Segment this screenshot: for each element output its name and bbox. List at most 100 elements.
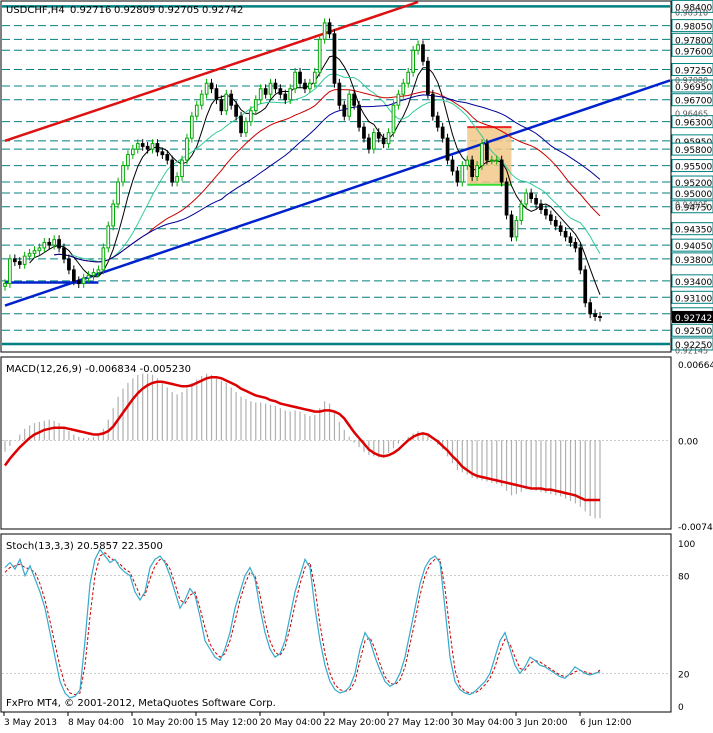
candle-body (435, 115, 440, 128)
candle-body (199, 93, 204, 106)
candle-body (588, 302, 593, 315)
candle-body (249, 110, 253, 123)
candle-body (283, 93, 288, 101)
price-tag-box (671, 93, 713, 107)
candle-body (81, 277, 86, 285)
candle-body (312, 71, 317, 84)
stoch-tick-label: 100 (678, 540, 695, 550)
candle-body (71, 269, 76, 282)
price-label: 0.98050 (675, 23, 712, 33)
price-label: 0.97600 (675, 47, 712, 57)
candle-body (430, 93, 435, 117)
macd-title: MACD(12,26,9) -0.006834 -0.005230 (6, 364, 191, 375)
price-label: 0.94350 (675, 226, 712, 236)
candle-body (455, 170, 460, 183)
price-label: 0.95000 (675, 190, 712, 200)
stoch-panel-frame (0, 533, 672, 713)
candle-body (263, 88, 268, 95)
candle-body (160, 151, 165, 156)
candle-body (445, 137, 450, 161)
minor-price-label: 0.97080 (675, 76, 708, 85)
candle-body (406, 71, 411, 84)
candle-body (253, 99, 258, 112)
candle-body (298, 71, 302, 84)
candle-body (204, 82, 209, 95)
ma-long-line (54, 94, 601, 263)
candle-body (175, 176, 179, 183)
stoch-title: Stoch(13,3,3) 20.5857 22.3500 (6, 541, 163, 552)
price-label: 0.92250 (675, 341, 712, 351)
candle-body (450, 159, 455, 172)
copyright-credit: FxPro MT4, © 2001-2012, MetaQuotes Softw… (6, 698, 276, 709)
candle-body (583, 269, 588, 304)
candle-body (111, 203, 116, 227)
price-tag-box (671, 63, 713, 77)
minor-price-label: 0.92145 (675, 347, 708, 356)
candle-body (598, 316, 602, 319)
price-label: 0.93800 (675, 256, 712, 266)
x-axis-label: 20 May 04:00 (260, 718, 322, 728)
candle-body (194, 104, 199, 117)
price-label: 0.95500 (675, 163, 712, 173)
candle-body (258, 88, 263, 101)
price-label: 0.94750 (675, 204, 712, 214)
candle-body (52, 239, 57, 246)
candle-body (342, 104, 347, 117)
candle-body (126, 154, 130, 167)
price-tag-box (671, 142, 713, 156)
candle-body (396, 93, 401, 106)
candle-body (12, 258, 17, 263)
candle-body (376, 132, 381, 139)
candle-body (106, 225, 111, 249)
candle-body (480, 143, 484, 167)
price-label: 0.93100 (675, 294, 712, 304)
candle-body (170, 159, 175, 183)
stoch-tick-label: 0 (678, 703, 684, 713)
candle-body (37, 247, 42, 252)
candle-body (140, 143, 145, 147)
candle-body (352, 93, 356, 106)
ohlc-low: 0.92705 (158, 5, 199, 16)
candle-body (573, 241, 578, 249)
price-tag-box (671, 19, 713, 33)
candle-body (22, 255, 27, 265)
candle-body (214, 88, 219, 101)
price-label: 0.96950 (675, 83, 712, 93)
macd-tick-label: 0.00 (678, 437, 698, 447)
candle-body (519, 203, 524, 221)
candle-body (593, 313, 597, 318)
candle-body (514, 219, 519, 238)
candle-body (62, 247, 66, 260)
price-label: 0.97800 (675, 36, 712, 46)
stoch-signal-line (4, 552, 601, 696)
x-axis-label: 6 Jun 12:00 (580, 718, 632, 728)
candle-body (273, 82, 278, 90)
candle-body (327, 22, 332, 35)
candle-body (3, 283, 7, 287)
candle-body (165, 154, 170, 161)
price-label: 0.93400 (675, 278, 712, 288)
candle-body (386, 132, 391, 145)
ohlc-close: 0.92742 (202, 5, 243, 16)
macd-tick-label: 0.006647 (678, 361, 713, 371)
stoch-main-line (4, 548, 601, 699)
candle-body (322, 22, 327, 40)
candle-body (190, 115, 194, 139)
candle-body (317, 38, 322, 73)
candle-body (347, 93, 352, 117)
price-label: 0.95200 (675, 179, 712, 189)
stoch-tick-label: 80 (678, 573, 690, 583)
candle-body (489, 159, 494, 162)
x-axis-label: 3 Jun 20:00 (516, 718, 568, 728)
minor-price-label: 0.98310 (675, 8, 708, 17)
candle-body (391, 104, 396, 134)
price-label: 0.95800 (675, 146, 712, 156)
candle-body (494, 159, 499, 162)
candle-body (101, 247, 106, 271)
candle-body (209, 82, 214, 90)
candle-body (524, 192, 529, 205)
stoch-tick-label: 20 (678, 670, 690, 680)
candle-body (563, 230, 568, 238)
x-axis-label: 8 May 04:00 (68, 718, 124, 728)
